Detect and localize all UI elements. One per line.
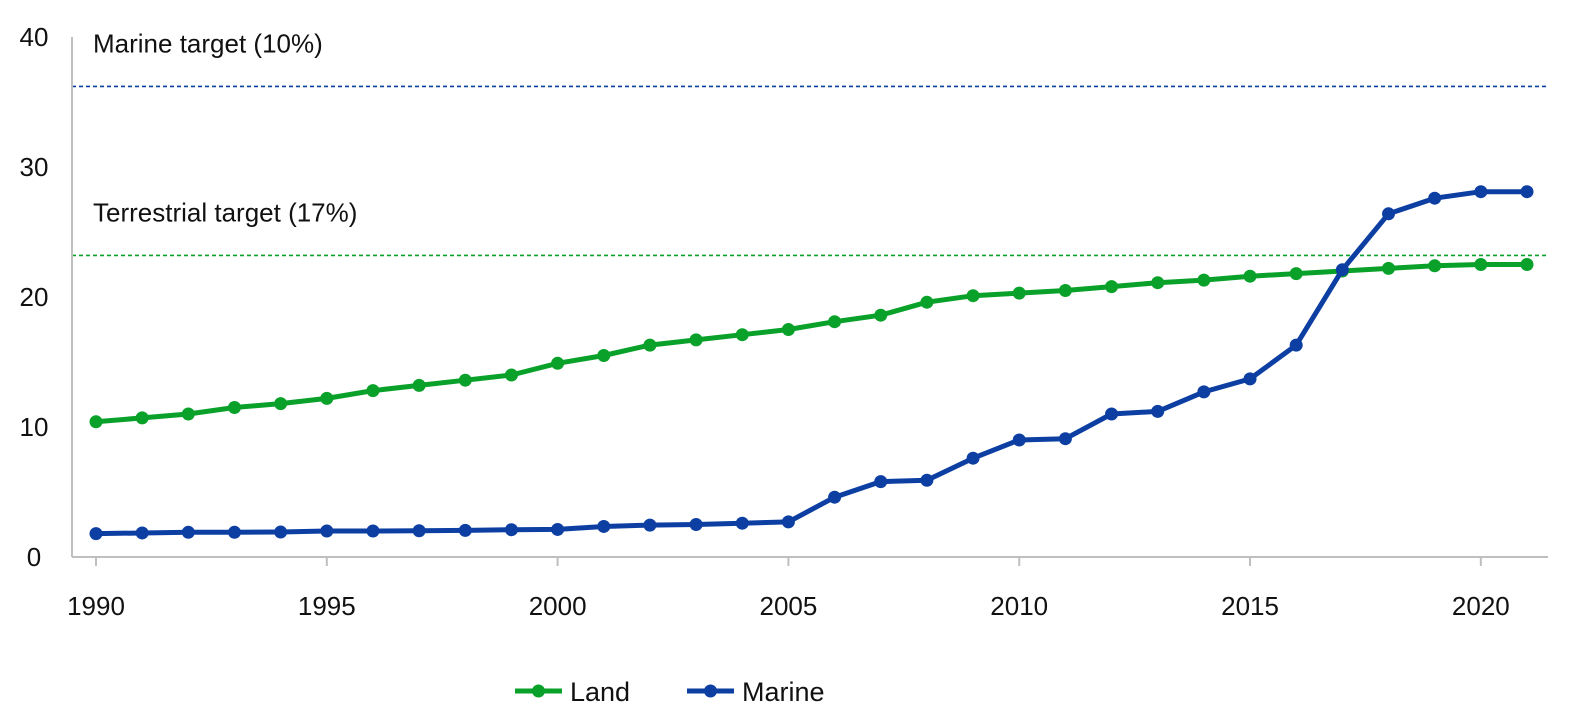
data-point [735,516,749,530]
series-land [89,258,1534,429]
data-point [227,401,241,414]
x-tick-label: 1995 [298,591,356,621]
legend-item: Marine [687,677,825,707]
data-point [920,473,934,487]
y-tick-label: 0 [27,542,41,572]
data-point [89,415,103,429]
data-point [135,526,149,540]
data-point [1474,258,1488,271]
x-tick-label: 2005 [759,591,817,621]
data-point [135,411,149,425]
data-point [643,518,657,532]
data-point [504,523,518,537]
legend-marker [532,684,545,698]
data-point [1012,433,1026,447]
data-point [89,527,103,541]
data-point [1151,276,1165,290]
x-tick-label: 2020 [1452,591,1510,621]
data-point [181,525,195,539]
data-point [1474,185,1488,199]
series-marine [89,185,1534,541]
data-point [1058,284,1072,297]
data-point [551,522,565,536]
data-point [1335,263,1349,277]
data-point [966,289,980,303]
data-point [458,373,472,387]
x-tick-labels: 1990 1995 2000 2005 2010 2015 2020 [67,557,1510,621]
legend-item: Land [515,677,630,707]
data-point [966,451,980,465]
data-point [1105,407,1119,421]
data-point [412,524,426,538]
data-point [920,295,934,309]
y-tick-label: 30 [20,152,49,182]
data-point [1105,280,1119,294]
reference-line-label: Marine target (10%) [93,28,323,58]
data-point [1243,372,1257,386]
legend-label: Land [570,677,630,707]
data-point [689,333,703,347]
data-point [412,378,426,392]
y-tick-labels: 0 10 20 30 40 [20,22,49,572]
data-point [504,368,518,382]
data-point [1197,273,1211,287]
data-point [643,338,657,352]
series-line [93,189,1530,537]
series [89,185,1534,541]
data-point [735,328,749,342]
reference-lines: Marine target (10%) Terrestrial target (1… [72,28,1548,257]
data-point [320,524,334,538]
data-point [320,391,334,405]
data-point [274,525,288,539]
legend: Land Marine [515,677,825,707]
data-point [1382,261,1396,275]
data-point [1151,404,1165,418]
data-point [597,349,611,362]
data-point [1289,267,1303,281]
y-tick-label: 10 [20,412,49,442]
data-point [227,525,241,539]
data-point [181,407,195,421]
data-point [458,523,472,537]
series-line [93,262,1530,425]
data-point [1012,286,1026,300]
data-point [1428,191,1442,205]
data-point [551,356,565,370]
data-point [597,519,611,533]
y-tick-label: 20 [20,282,49,312]
data-point [366,524,380,538]
data-point [689,518,703,531]
x-tick-label: 2000 [529,591,587,621]
legend-marker [704,684,717,698]
data-point [1289,338,1303,352]
x-tick-label: 1990 [67,591,125,621]
data-point [1520,185,1534,199]
data-point [1520,258,1534,271]
data-point [781,323,795,336]
data-point [1243,269,1257,283]
x-tick-label: 2010 [990,591,1048,621]
y-tick-label: 40 [20,22,49,52]
legend-label: Marine [742,677,825,707]
data-point [781,515,795,529]
data-point [1382,207,1396,221]
data-point [828,315,842,329]
data-point [1428,259,1442,273]
data-point [828,490,842,504]
data-point [1197,385,1211,399]
x-tick-label: 2015 [1221,591,1279,621]
data-point [874,475,888,489]
reference-line-label: Terrestrial target (17%) [93,197,357,227]
data-point [874,308,888,322]
data-point [1058,432,1072,446]
data-point [274,397,288,411]
data-point [366,384,380,398]
axes [71,37,1548,558]
